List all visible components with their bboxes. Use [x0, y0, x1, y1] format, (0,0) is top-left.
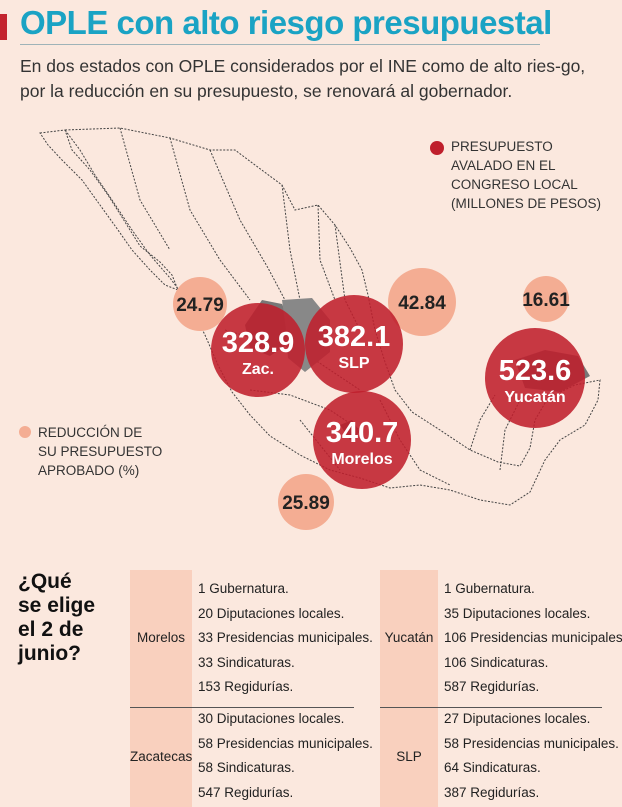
slp-panel: [380, 708, 438, 807]
state-yucatan: Yucatán: [384, 630, 434, 645]
reduction-legend-line: SU PRESUPUESTO: [38, 444, 163, 459]
slp-list: 27 Diputaciones locales. 58 Presidencias…: [444, 707, 619, 805]
budget-bubble: [313, 391, 411, 489]
reduction-value: 24.79: [176, 295, 224, 316]
list-item: 58 Presidencias municipales.: [198, 735, 373, 751]
list-item: 1 Gubernatura.: [198, 581, 289, 596]
budget-value: 340.7: [326, 417, 399, 449]
reduction-bubble: [278, 474, 334, 530]
question-line: ¿Qué: [18, 570, 72, 593]
list-item: 106 Sindicaturas.: [444, 654, 549, 670]
question-line: el 2 de: [18, 618, 84, 641]
budget-bubble: [305, 295, 403, 393]
reduction-legend-dot: [19, 426, 31, 438]
budget-value: 523.6: [499, 355, 572, 387]
list-item: 58 Sindicaturas.: [198, 760, 295, 775]
budget-legend-line: AVALADO EN EL: [451, 158, 556, 173]
list-item: 33 Sindicaturas.: [198, 654, 295, 670]
state-zacatecas: Zacatecas: [130, 749, 193, 764]
question-line: se elige: [18, 594, 96, 617]
list-item: 1 Gubernatura.: [444, 581, 535, 596]
list-item: 58 Presidencias municipales.: [444, 735, 619, 751]
state-morelos: Morelos: [136, 630, 185, 645]
list-item: 153 Regidurías.: [198, 679, 294, 694]
page-subtitle: En dos estados con OPLE considerados por…: [20, 56, 586, 101]
budget-bubble: [485, 328, 585, 428]
list-item: 27 Diputaciones locales.: [444, 711, 591, 726]
reduction-bubble: [523, 276, 569, 322]
morelos-panel: [130, 570, 192, 707]
reduction-value: 42.84: [398, 293, 446, 314]
budget-legend-line: PRESUPUESTO: [451, 139, 553, 154]
yucatan-list: 1 Gubernatura. 35 Diputaciones locales. …: [444, 577, 622, 700]
state-label: Zac.: [242, 361, 274, 378]
state-label: SLP: [338, 355, 369, 372]
budget-legend: PRESUPUESTO AVALADO EN EL CONGRESO LOCAL…: [451, 137, 616, 213]
list-item: 64 Sindicaturas.: [444, 760, 541, 775]
budget-value: 382.1: [318, 321, 391, 353]
page-title: OPLE con alto riesgo presupuestal: [20, 4, 552, 41]
budget-bubble: [211, 303, 305, 397]
list-item: 33 Presidencias municipales.: [198, 630, 373, 645]
election-question: ¿Qué se elige el 2 de junio?: [18, 570, 128, 666]
list-item: 547 Regidurías.: [198, 784, 294, 800]
list-item: 35 Diputaciones locales.: [444, 605, 591, 621]
budget-value: 328.9: [222, 327, 295, 359]
list-item: 106 Presidencias municipales.: [444, 630, 622, 645]
zacatecas-list: 30 Diputaciones locales. 58 Presidencias…: [198, 707, 373, 805]
reduction-bubble: [173, 277, 227, 331]
yucatan-panel: [380, 570, 438, 707]
budget-legend-line: (MILLONES DE PESOS): [451, 196, 602, 211]
baja-california-outline: [39, 129, 179, 291]
accent-bar: [0, 14, 7, 40]
right-divider: [380, 707, 602, 708]
mexico-map: 24.79 42.84 25.89 16.61 328.9 Zac. 382.1 SLP 340…: [19, 127, 601, 530]
zacatecas-panel: [130, 708, 192, 807]
budget-legend-line: CONGRESO LOCAL: [451, 177, 578, 192]
state-label: Yucatán: [504, 389, 565, 406]
question-line: junio?: [18, 642, 81, 665]
title-divider: [20, 44, 540, 45]
list-item: 20 Diputaciones locales.: [198, 605, 345, 621]
left-divider: [130, 707, 354, 708]
state-slp: SLP: [396, 749, 422, 764]
reduction-legend: REDUCCIÓN DE SU PRESUPUESTO APROBADO (%): [38, 423, 188, 480]
list-item: 387 Regidurías.: [444, 784, 540, 800]
list-item: 30 Diputaciones locales.: [198, 711, 345, 726]
reduction-value: 16.61: [522, 290, 570, 311]
state-label: Morelos: [331, 451, 392, 468]
list-item: 587 Regidurías.: [444, 679, 540, 694]
reduction-legend-line: APROBADO (%): [38, 463, 140, 478]
morelos-list: 1 Gubernatura. 20 Diputaciones locales. …: [198, 577, 373, 700]
reduction-legend-line: REDUCCIÓN DE: [38, 425, 143, 440]
reduction-value: 25.89: [282, 493, 330, 514]
budget-legend-dot: [430, 141, 444, 155]
reduction-bubble: [388, 268, 456, 336]
